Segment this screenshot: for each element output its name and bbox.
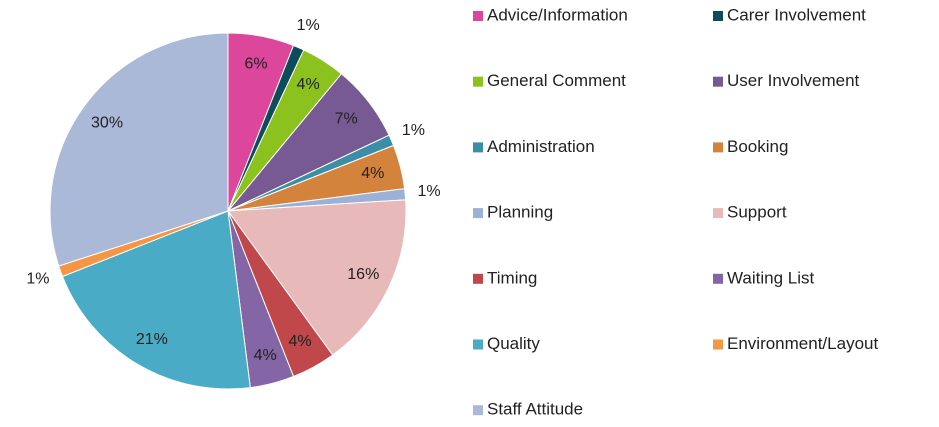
data-label: 1% [297,17,320,34]
legend-label: User Involvement [727,71,860,90]
data-label: 4% [361,165,384,182]
pie-slice [227,199,407,356]
legend-swatch [473,273,483,284]
legend-swatch [473,339,483,350]
data-label: 4% [254,347,277,364]
data-label: 30% [91,114,123,131]
legend-swatch [713,339,723,350]
data-label: 1% [402,122,425,139]
legend-label: Advice/Information [487,5,628,24]
legend-label: Planning [487,203,553,222]
legend-swatch [713,273,723,284]
legend-label: Carer Involvement [727,5,866,24]
legend-swatch [713,142,723,153]
legend-swatch [473,142,483,153]
pie-slice [61,210,251,390]
data-label: 4% [297,76,320,93]
legend-label: Quality [487,334,540,353]
legend-swatch [713,208,723,219]
legend-label: Staff Attitude [487,400,583,419]
legend-swatch [473,208,483,219]
legend-label: Timing [487,268,537,287]
legend-swatch [713,11,723,21]
data-label: 6% [244,55,267,72]
data-label: 1% [26,271,49,288]
data-label: 7% [335,111,358,128]
data-label: 21% [136,331,168,348]
legend-label: Support [727,203,787,222]
legend-swatch [473,405,483,416]
legend-label: General Comment [487,71,626,90]
legend-swatch [473,76,483,87]
legend-label: Administration [487,137,595,156]
legend-label: Booking [727,137,788,156]
legend-label: Waiting List [727,268,815,287]
pie-slice [49,32,229,267]
data-label: 4% [288,333,311,350]
data-label: 16% [347,266,379,283]
legend-label: Environment/Layout [727,334,878,353]
data-label: 1% [418,183,441,200]
legend-swatch [713,76,723,87]
legend-swatch [473,11,483,21]
